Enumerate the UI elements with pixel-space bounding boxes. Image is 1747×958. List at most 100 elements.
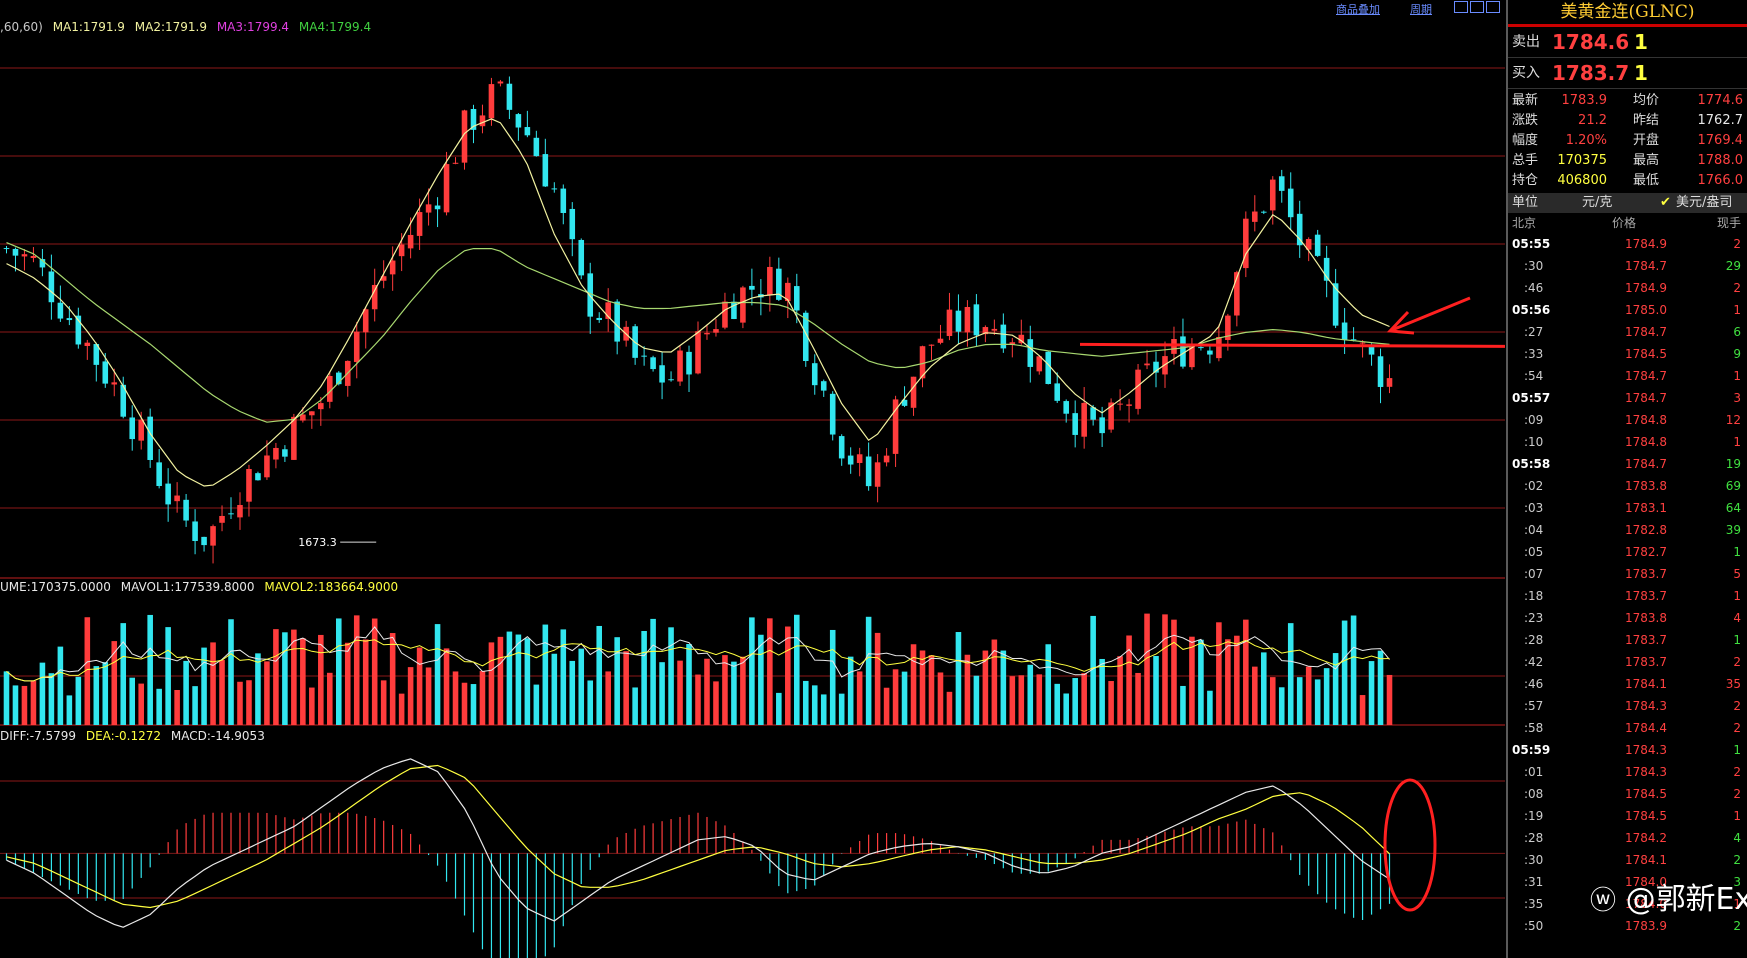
candle-body [264,455,270,478]
volume-bar [524,638,531,725]
candle-body [1305,239,1312,250]
volume-bar [659,662,665,725]
volume-bar [273,629,279,725]
chart-area[interactable]: 1673.3 ,60,60) MA1:1791.9 MA2:1791.9 MA3… [0,0,1505,958]
volume-bar [147,614,153,725]
candle-body [84,342,91,346]
tick-time: 05:55 [1512,237,1551,251]
tick-price: 1784.7 [1625,391,1667,405]
tick-qty: 2 [1733,655,1741,669]
candle-body [641,355,647,357]
stat-label: 最低 [1633,173,1660,188]
candle-body [210,526,216,546]
volume-bar [102,662,109,725]
volume-bar [623,651,629,725]
candle-body [713,329,719,333]
volume-bar [1009,676,1016,725]
volume-bar [515,634,522,725]
ma2-value: MA2:1791.9 [134,20,207,34]
overlay-link[interactable]: 商品叠加 [1336,3,1380,16]
volume-bar [811,685,818,725]
volume-bar [1305,666,1312,725]
tick-price: 1784.3 [1625,699,1667,713]
candle-body [838,436,845,459]
tick-time: :27 [1524,325,1544,339]
candle-body [1054,383,1061,401]
candle-body [1198,347,1204,349]
buy-price: 1783.7 [1552,61,1630,85]
candle-body [1314,234,1321,256]
candle-body [578,239,585,276]
tick-time: :03 [1524,501,1544,515]
volume-bar [955,632,962,725]
candle-body [802,312,809,362]
macd-diff-value: DIFF:-7.5799 [0,729,77,743]
tick-qty: 1 [1733,809,1741,823]
tick-row: :50 1783.9 2 [1508,915,1747,937]
candle-body [1090,407,1096,420]
candle-body [1144,363,1150,366]
mavol2-line [6,639,1390,682]
tick-qty: 2 [1733,721,1741,735]
tick-list[interactable]: 05:55 1784.9 2:30 1784.7 29:46 1784.9 2 05:56 17… [1508,233,1747,937]
candle-body [749,285,755,290]
stat-row: 持仓 406800 最低 1766.0 [1508,171,1747,191]
tick-qty: 29 [1725,259,1741,273]
stat-value: 406800 [1557,173,1607,188]
tick-qty: 2 [1733,919,1741,933]
unit-cny[interactable]: 元/克 [1582,195,1613,210]
candle-body [102,361,109,384]
candle-body [829,393,836,435]
candle-body [1234,272,1240,316]
tick-price: 1784.9 [1625,281,1667,295]
candle-body [614,301,620,342]
volume-bar [48,673,55,725]
volume-bar [964,654,971,725]
volume-bar [201,647,207,725]
tick-row: :33 1784.5 9 [1508,343,1747,365]
stat-value: 1766.0 [1697,173,1744,188]
candle-body [1243,218,1249,269]
period-link[interactable]: 周期 [1410,3,1432,16]
volume-bar [776,692,782,725]
volume-bar [282,632,288,725]
volume-bar [165,627,171,725]
unit-usd[interactable]: 美元/盎司 [1676,195,1733,210]
volume-bar [749,617,755,725]
volume-bar [389,633,396,725]
volume-bar [1126,635,1132,725]
tick-qty: 2 [1733,699,1741,713]
tick-qty: 4 [1733,611,1741,625]
candle-body [704,332,710,335]
kline-chart-svg[interactable]: 1673.3 [0,0,1505,958]
candle-body [461,110,468,163]
volume-bar [1377,650,1384,725]
volume-bar [1350,615,1357,725]
candle-body [183,499,189,521]
candle-body [1332,283,1339,326]
window-close-icon[interactable] [1486,1,1500,13]
candle-body [569,208,576,240]
candle-body [156,462,162,486]
tick-time: :46 [1524,677,1544,691]
stat-value: 170375 [1557,153,1607,168]
volume-bar [614,637,620,725]
ma-slow-line [6,242,1390,423]
candle-body [1296,213,1303,246]
tick-time: 05:58 [1512,457,1551,471]
unit-label: 单位 [1512,195,1539,210]
volume-bar [120,623,127,725]
volume-bar [874,632,881,725]
candle-body [973,304,980,336]
volume-bar [1018,675,1025,725]
candle-body [1036,356,1043,372]
mavol2-value: MAVOL2:183664.9000 [264,580,399,594]
tick-row: :18 1783.7 1 [1508,585,1747,607]
tick-qty: 2 [1733,853,1741,867]
volume-bar [353,615,360,725]
window-restore-icon[interactable] [1454,1,1468,13]
tick-time: :28 [1524,633,1544,647]
stat-label: 持仓 [1512,173,1539,188]
window-split-icon[interactable] [1470,1,1484,13]
tick-qty: 1 [1733,545,1741,559]
